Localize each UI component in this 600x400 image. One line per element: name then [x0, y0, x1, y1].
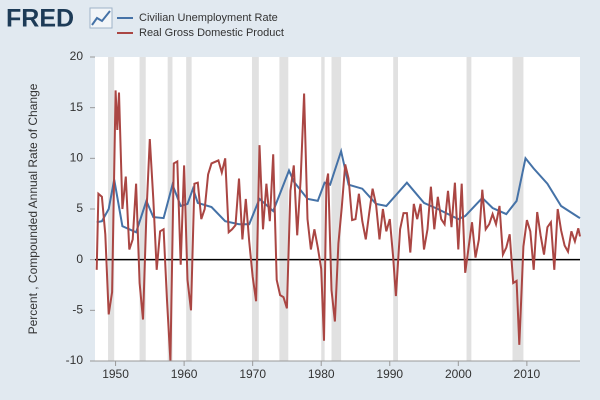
x-tick-label: 1960	[171, 367, 198, 381]
series-line	[95, 90, 581, 362]
recession-band	[139, 57, 146, 361]
legend-label: Civilian Unemployment Rate	[139, 12, 278, 24]
y-tick-label: 5	[76, 201, 83, 215]
y-axis-label: Percent , Compounded Annual Rate of Chan…	[26, 83, 40, 334]
x-tick-label: 2000	[445, 367, 472, 381]
legend-label: Real Gross Domestic Product	[139, 27, 284, 39]
y-tick-label: 0	[76, 252, 83, 266]
recession-band	[108, 57, 115, 361]
y-tick-label: 10	[70, 151, 84, 165]
recession-band	[331, 57, 342, 361]
recession-band	[186, 57, 192, 361]
recession-band	[512, 57, 524, 361]
y-tick-label: 20	[70, 49, 84, 63]
y-tick-label: 15	[70, 100, 84, 114]
logo-icon	[89, 7, 113, 29]
x-tick-label: 1990	[376, 367, 403, 381]
x-tick-label: 1980	[308, 367, 335, 381]
y-tick-label: -10	[66, 353, 84, 367]
logo: FRED	[6, 5, 74, 33]
y-tick-label: -5	[72, 303, 83, 317]
recession-band	[167, 57, 173, 361]
recession-band	[321, 57, 325, 361]
x-tick-label: 1950	[102, 367, 129, 381]
recession-band	[279, 57, 289, 361]
x-tick-label: 2010	[514, 367, 541, 381]
x-tick-label: 1970	[239, 367, 266, 381]
recession-band	[466, 57, 472, 361]
recession-band	[393, 57, 398, 361]
